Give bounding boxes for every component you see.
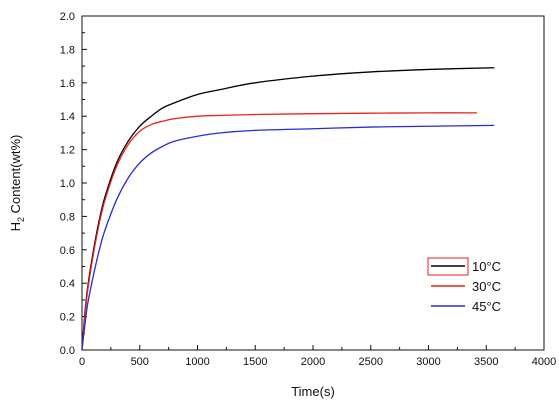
series-line-0 bbox=[81, 67, 495, 351]
legend-label-30c: 30°C bbox=[472, 279, 501, 294]
y-tick-label: 0.6 bbox=[60, 245, 75, 257]
y-axis-title-rest: Content(wt%) bbox=[8, 135, 23, 217]
x-tick-label: 0 bbox=[79, 356, 85, 368]
y-tick-label: 1.2 bbox=[60, 145, 75, 157]
x-tick-label: 3500 bbox=[474, 356, 498, 368]
x-axis-title: Time(s) bbox=[291, 384, 335, 399]
x-tick-label: 2000 bbox=[301, 356, 325, 368]
x-tick-label: 500 bbox=[131, 356, 149, 368]
x-tick-label: 4000 bbox=[532, 356, 556, 368]
y-tick-label: 2.0 bbox=[60, 11, 75, 23]
y-tick-label: 0.8 bbox=[60, 211, 75, 223]
y-axis-ticks: 0.0 0.2 0.4 0.6 0.8 1.0 1.2 1.4 1.6 1.8 2.0 bbox=[60, 11, 87, 357]
legend-label-45c: 45°C bbox=[472, 299, 501, 314]
y-tick-label: 0.2 bbox=[60, 312, 75, 324]
legend-label-10c: 10°C bbox=[472, 259, 501, 274]
x-tick-label: 2500 bbox=[359, 356, 383, 368]
y-tick-label: 1.6 bbox=[60, 78, 75, 90]
x-tick-label: 1500 bbox=[243, 356, 267, 368]
y-axis-title: H2 Content(wt%) bbox=[8, 135, 26, 232]
legend-highlight-box bbox=[427, 257, 469, 276]
y-tick-label: 1.8 bbox=[60, 44, 75, 56]
legend: 10°C 30°C 45°C bbox=[427, 257, 501, 314]
series-line-2 bbox=[81, 124, 495, 351]
series-lines bbox=[81, 67, 495, 351]
y-tick-label: 1.4 bbox=[60, 111, 75, 123]
y-tick-label: 0.4 bbox=[60, 278, 75, 290]
x-axis-ticks: 0 500 1000 1500 2000 2500 3000 3500 4000 bbox=[79, 345, 556, 368]
series-line-1 bbox=[81, 112, 478, 351]
y-axis-title-subscript: 2 bbox=[16, 217, 26, 222]
y-tick-label: 1.0 bbox=[60, 178, 75, 190]
y-tick-label: 0.0 bbox=[60, 345, 75, 357]
y-axis-title-main: H bbox=[8, 222, 23, 231]
x-tick-label: 3000 bbox=[416, 356, 440, 368]
x-tick-label: 1000 bbox=[185, 356, 209, 368]
